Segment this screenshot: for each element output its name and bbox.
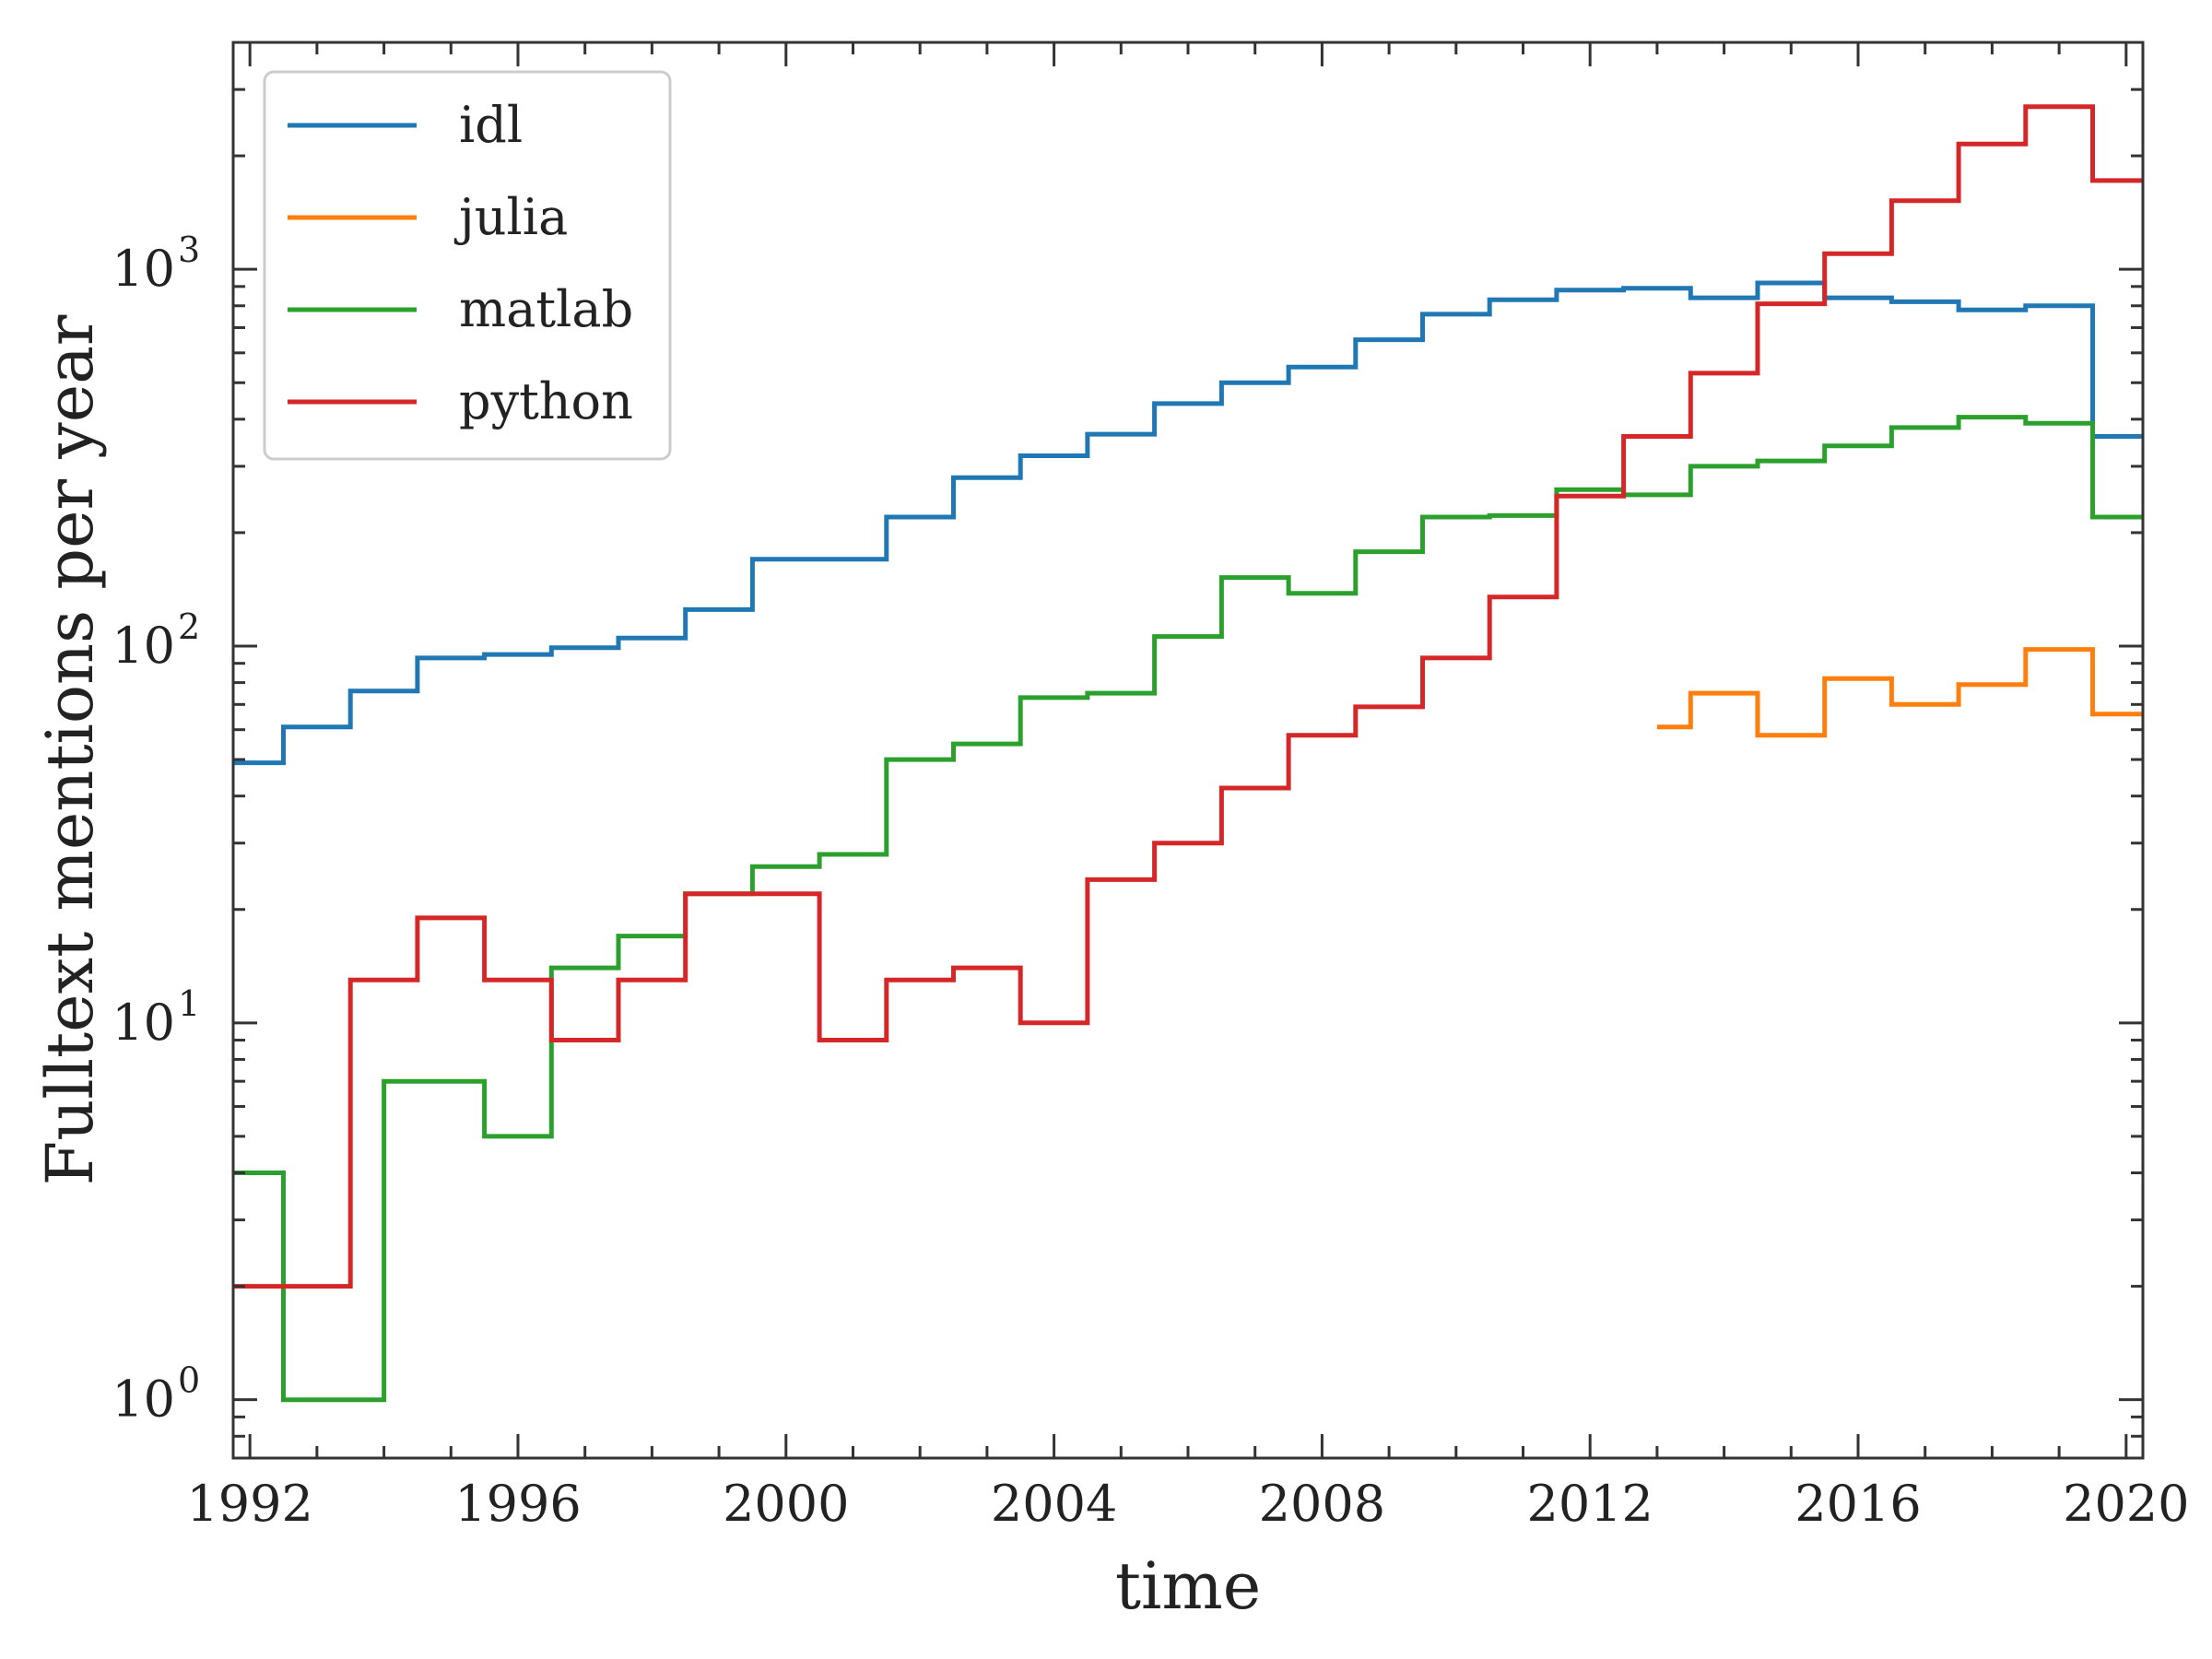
y-tick-label: 10 (112, 1371, 175, 1429)
plot-frame (231, 41, 2145, 1460)
x-tick-label: 2012 (1526, 1475, 1653, 1533)
y-tick-exponent: 2 (178, 606, 200, 647)
series-layer (233, 104, 2143, 1403)
y-tick-exponent: 0 (178, 1360, 200, 1401)
x-axis-title: time (1115, 1548, 1261, 1624)
x-tick-label: 2008 (1259, 1475, 1385, 1533)
legend: idl julia matlab python (263, 70, 672, 461)
series-line-matlab (233, 415, 2143, 1403)
y-tick-exponent: 1 (178, 983, 200, 1024)
legend-label-python: python (459, 372, 633, 430)
x-tick-label: 1996 (454, 1475, 581, 1533)
x-tick-label: 2000 (723, 1475, 849, 1533)
y-tick-label: 10 (112, 617, 175, 675)
y-tick-label: 10 (112, 994, 175, 1052)
x-tick-label: 2020 (2063, 1475, 2189, 1533)
legend-box (263, 70, 672, 461)
x-tick-label: 2016 (1794, 1475, 1921, 1533)
x-tick-label: 1992 (186, 1475, 312, 1533)
series-line-python (233, 104, 2143, 1289)
x-tick-label: 2004 (991, 1475, 1117, 1533)
y-tick-label: 10 (112, 240, 175, 298)
y-axis-title: Fulltext mentions per year (32, 314, 108, 1185)
series-line-julia (1656, 647, 2143, 738)
y-tick-exponent: 3 (178, 229, 200, 270)
legend-label-julia: julia (453, 188, 568, 246)
legend-label-idl: idl (459, 96, 523, 154)
legend-label-matlab: matlab (459, 280, 633, 338)
